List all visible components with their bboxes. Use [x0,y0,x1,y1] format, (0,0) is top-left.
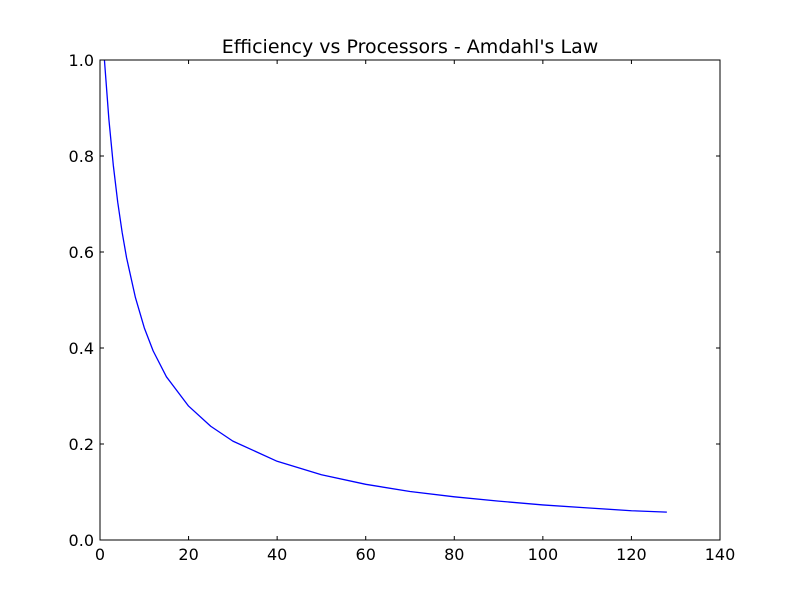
x-tick-label: 100 [528,545,559,564]
y-tick-label: 0.2 [69,435,94,454]
y-tick-label: 0.0 [69,531,94,550]
axis-tick-labels: 0 20 40 60 80 100 120 140 0.0 0.2 0.4 0.6 0.8 1.0 [69,51,736,564]
x-tick-label: 40 [267,545,287,564]
axes-frame [99,59,721,541]
y-tick-label: 0.6 [69,243,94,262]
x-tick-label: 140 [705,545,736,564]
series-line-1 [103,59,667,513]
y-tick-label: 0.4 [69,339,94,358]
x-tick-label: 0 [95,545,105,564]
plot-area [103,59,667,513]
y-tick-label: 1.0 [69,51,94,70]
y-tick-label: 0.8 [69,147,94,166]
x-tick-label: 60 [356,545,376,564]
x-tick-label: 20 [178,545,198,564]
chart-title: Efficiency vs Processors - Amdahl's Law [222,36,599,58]
x-tick-label: 80 [444,545,464,564]
x-tick-label: 120 [616,545,647,564]
